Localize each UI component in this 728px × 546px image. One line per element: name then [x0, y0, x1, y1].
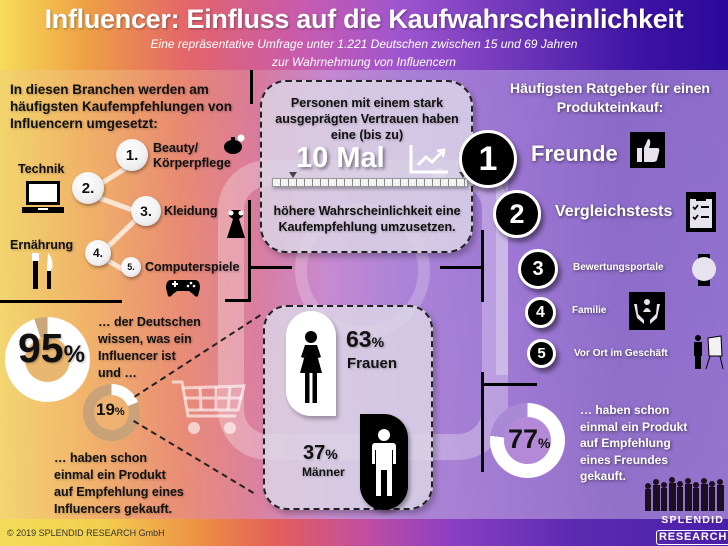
ruler-scale [272, 178, 468, 187]
branch-label-beauty: Beauty/ Körperpflege [153, 141, 231, 170]
branch-label-ernaehrung: Ernährung [10, 238, 74, 252]
branch-rank-3: 3. [131, 196, 161, 226]
trust-text-bottom: höhere Wahrscheinlichkeit eine Kaufempfe… [273, 204, 461, 234]
awareness-text: … der Deutschen wissen, was ein Influenc… [98, 315, 201, 380]
bought-influencer-text: … haben schon einmal ein Produkt auf Emp… [54, 451, 184, 516]
bought-influencer-donut-hole [94, 395, 129, 430]
laptop-icon [22, 181, 64, 213]
divider-line [248, 200, 251, 302]
women-value: 63% [346, 326, 385, 352]
divider-line [481, 230, 484, 302]
divider-line [225, 299, 251, 302]
dress-icon [227, 210, 245, 238]
advisor-rank-2: 2 [493, 190, 541, 238]
subtitle-line-1: Eine repräsentative Umfrage unter 1.221 … [150, 37, 578, 51]
branch-rank-5: 5. [121, 257, 141, 277]
crowd-silhouette-icon [645, 477, 724, 511]
subtitle-line-2: zur Wahrnehmung von Influencern [272, 55, 456, 69]
header-banner: Influencer: Einfluss auf die Kaufwahrsch… [0, 0, 728, 70]
trust-info-box [260, 80, 473, 253]
copyright-text: © 2019 SPLENDID RESEARCH GmbH [7, 528, 165, 538]
bought-friend-donut-hole [504, 417, 551, 464]
branch-rank-4: 4. [85, 240, 111, 266]
advisor-label-familie: Familie [572, 305, 607, 316]
footer-bar: © 2019 SPLENDID RESEARCH GmbH [0, 519, 728, 546]
advisor-rank-5: 5 [527, 339, 556, 368]
advisor-label-vergleichstests: Vergleichstests [555, 203, 673, 220]
women-card [286, 311, 336, 416]
women-label: Frauen [347, 355, 398, 372]
female-person-icon [300, 331, 322, 403]
awareness-value: 95% [18, 325, 85, 371]
gamepad-icon [166, 280, 200, 297]
branch-label-computerspiele: Computerspiele [145, 260, 240, 274]
divider-line [481, 372, 484, 472]
male-person-icon [372, 429, 396, 496]
presenter-icon [694, 335, 724, 370]
splendid-research-logo: SPLENDID RESEARCH [656, 514, 728, 545]
branches-heading: In diesen Branchen werden am häufigsten … [10, 82, 233, 131]
advisor-rank-3: 3 [518, 249, 558, 289]
shopping-cart-icon [172, 380, 246, 434]
trust-multiplier: 10 Mal [296, 142, 385, 174]
advisor-label-vor-ort: Vor Ort im Geschäft [574, 348, 668, 359]
branch-label-technik: Technik [18, 162, 65, 176]
branch-rank-1: 1. [116, 139, 148, 171]
advisors-heading: Häufigsten Ratgeber für einen Produktein… [510, 80, 710, 115]
advisor-rank-4: 4 [525, 297, 556, 328]
men-label: Männer [302, 465, 345, 479]
advisor-label-bewertungsportale: Bewertungsportale [573, 262, 664, 273]
clipboard-checklist-icon [686, 192, 716, 232]
cutlery-icon [32, 253, 53, 289]
men-card [360, 414, 408, 510]
branch-rank-2: 2. [72, 172, 104, 204]
trust-text-top: Personen mit einem stark ausgeprägten Ve… [275, 96, 459, 142]
divider-line [250, 70, 253, 104]
advisor-rank-1: 1 [459, 130, 517, 188]
bought-friend-text: … haben schon einmal ein Produkt auf Emp… [580, 403, 688, 483]
perfume-icon [224, 134, 245, 154]
ruler-marker-left [289, 172, 297, 178]
trend-up-chart-icon [409, 145, 448, 174]
men-value: 37% [303, 442, 338, 464]
divider-line [440, 266, 482, 269]
awareness-donut-hole [25, 337, 70, 382]
bought-friend-value: 77% [508, 424, 551, 454]
divider-line [0, 300, 122, 303]
advisor-label-freunde: Freunde [531, 141, 618, 166]
family-hands-icon [629, 292, 665, 330]
award-seal-icon [692, 254, 716, 286]
bought-influencer-value: 19% [96, 400, 125, 419]
divider-line [481, 383, 537, 386]
page-title: Influencer: Einfluss auf die Kaufwahrsch… [44, 4, 684, 34]
thumbs-up-icon [630, 132, 665, 168]
divider-line [250, 266, 292, 269]
branch-label-kleidung: Kleidung [164, 204, 218, 218]
